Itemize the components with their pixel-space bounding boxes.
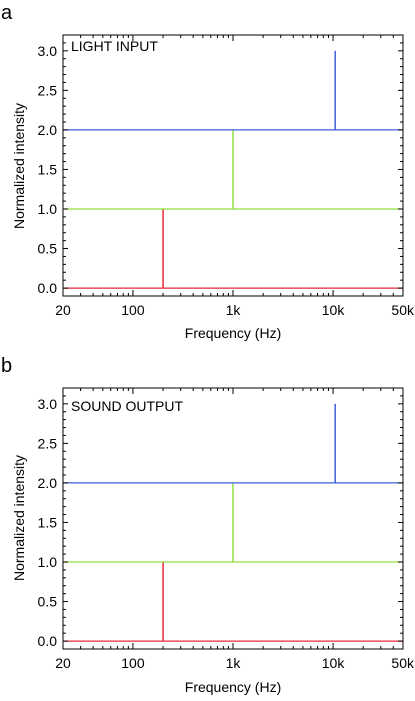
inset-label: SOUND OUTPUT bbox=[71, 398, 183, 414]
x-tick-label: 20 bbox=[55, 655, 71, 671]
x-tick-label: 50k bbox=[391, 302, 415, 318]
y-tick-label: 3.0 bbox=[38, 396, 58, 412]
x-tick-label: 10k bbox=[322, 655, 346, 671]
panel-letter: a bbox=[1, 2, 13, 24]
y-tick-label: 0.0 bbox=[38, 280, 58, 296]
panel-a: a 0.0 0.5 1.0 1.5 2.0 2.5 3.0 20 100 1k 10k 50k LIG… bbox=[1, 2, 415, 341]
plot-area: 0.0 0.5 1.0 1.5 2.0 2.5 3.0 20 100 1k 10k 50k bbox=[38, 34, 415, 318]
y-tick-label: 1.5 bbox=[38, 514, 58, 530]
plot-area: 0.0 0.5 1.0 1.5 2.0 2.5 3.0 20 100 1k 10k 50k bbox=[38, 387, 415, 671]
x-tick-label: 100 bbox=[121, 655, 145, 671]
y-axis-label: Normalized intensity bbox=[11, 455, 27, 581]
x-tick-label: 20 bbox=[55, 302, 71, 318]
y-tick-label: 2.5 bbox=[38, 435, 58, 451]
y-tick-label: 2.0 bbox=[38, 122, 58, 138]
panel-letter: b bbox=[1, 355, 12, 377]
y-tick-label: 1.0 bbox=[38, 554, 58, 570]
y-tick-label: 3.0 bbox=[38, 43, 58, 59]
x-axis-label: Frequency (Hz) bbox=[185, 325, 281, 341]
y-axis-label: Normalized intensity bbox=[11, 103, 27, 229]
x-tick-label: 50k bbox=[391, 655, 415, 671]
y-tick-label: 2.5 bbox=[38, 82, 58, 98]
x-tick-label: 1k bbox=[226, 655, 242, 671]
panel-b: b 0.0 0.5 1.0 1.5 2.0 2.5 3.0 20 100 1k 10k 50k SOU… bbox=[1, 355, 415, 695]
x-tick-label: 10k bbox=[322, 302, 346, 318]
y-tick-label: 2.0 bbox=[38, 475, 58, 491]
y-tick-label: 1.5 bbox=[38, 161, 58, 177]
inset-label: LIGHT INPUT bbox=[71, 38, 158, 54]
y-tick-label: 0.0 bbox=[38, 633, 58, 649]
x-tick-label: 1k bbox=[226, 302, 242, 318]
x-axis-label: Frequency (Hz) bbox=[185, 679, 281, 695]
x-tick-label: 100 bbox=[121, 302, 145, 318]
y-tick-label: 1.0 bbox=[38, 201, 58, 217]
y-tick-label: 0.5 bbox=[38, 241, 58, 257]
y-tick-label: 0.5 bbox=[38, 594, 58, 610]
